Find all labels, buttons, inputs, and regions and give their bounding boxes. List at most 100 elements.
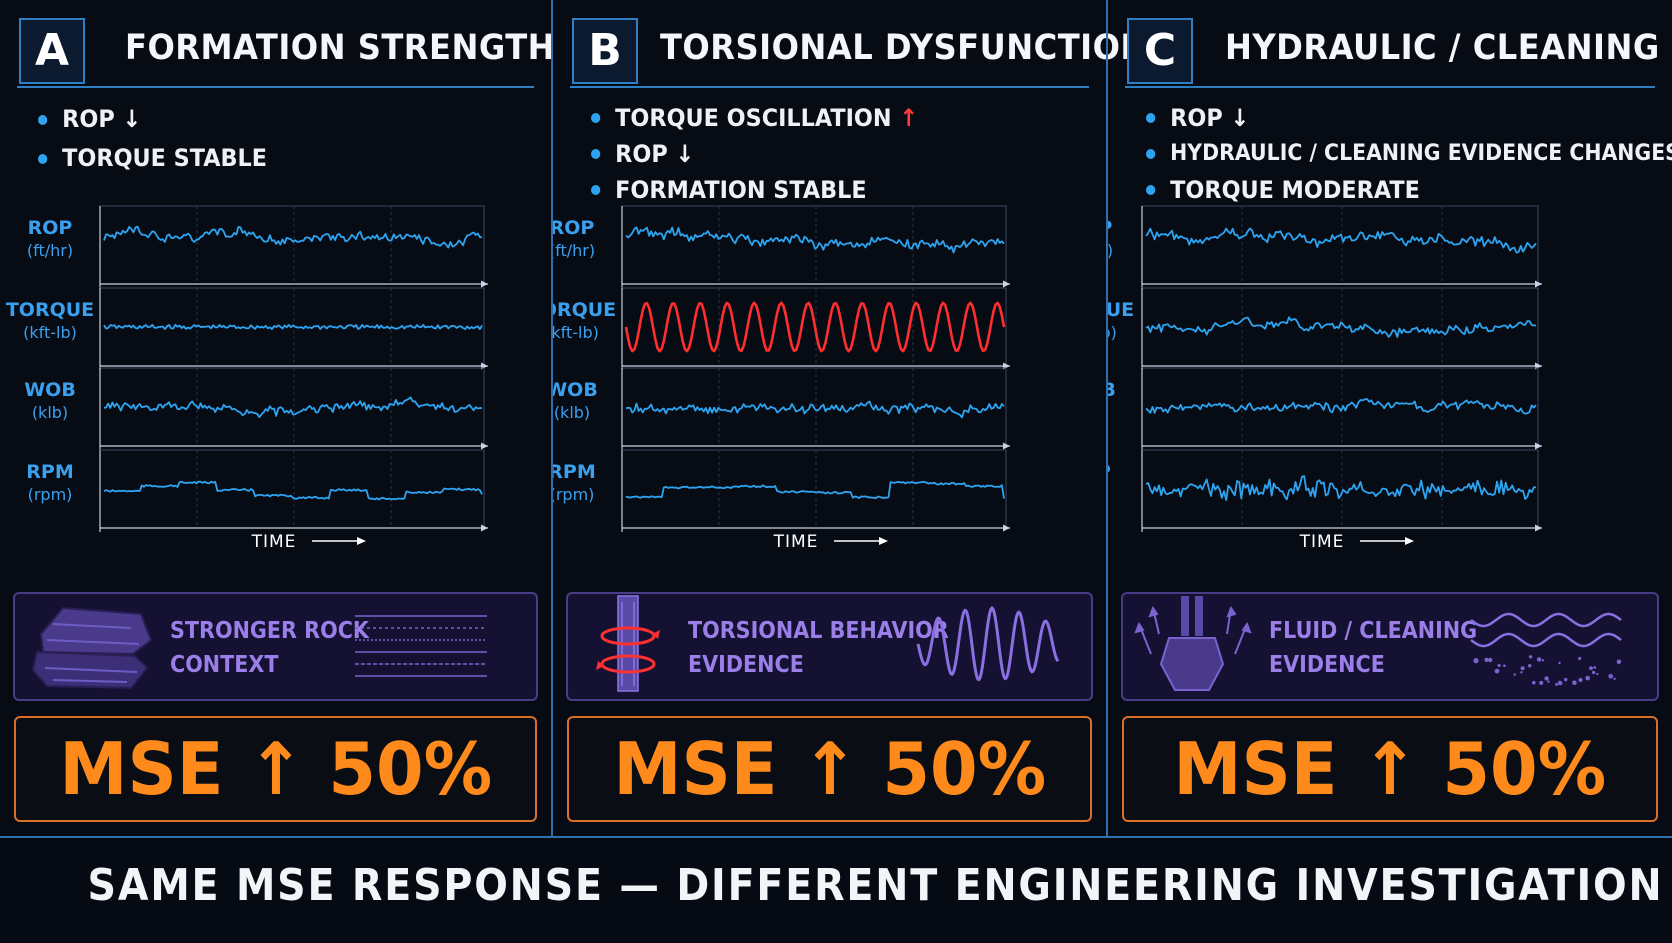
particle-dot bbox=[1558, 662, 1560, 664]
particle-dot bbox=[1572, 680, 1577, 685]
panel-a: A FORMATION STRENGTH ROP ↓ TORQUE STABLE… bbox=[0, 0, 551, 836]
mse-value: MSE ↑ 50% bbox=[1174, 718, 1607, 820]
particle-dot bbox=[1514, 673, 1516, 675]
x-axis-label: TIME bbox=[1299, 532, 1345, 552]
evidence-text: STRONGER ROCK CONTEXT bbox=[170, 614, 369, 682]
particle-dot bbox=[1547, 681, 1549, 683]
bit-flow-icon bbox=[1131, 594, 1261, 695]
series-row-rop: ROP (ft/hr) bbox=[1108, 206, 1542, 288]
panel-c: C HYDRAULIC / CLEANING ROP ↓ HYDRAULIC /… bbox=[1106, 0, 1672, 836]
series-label: ROP bbox=[28, 217, 73, 239]
particle-dot bbox=[1596, 673, 1598, 675]
series-label: RPM bbox=[553, 461, 596, 483]
series-row-torque: TORQUE(kft-lb) bbox=[6, 288, 488, 370]
series-label: WOB bbox=[24, 379, 76, 401]
series-unit: (ft/hr) bbox=[553, 241, 595, 260]
particle-dot bbox=[1473, 658, 1478, 663]
signal-trace bbox=[104, 227, 482, 248]
particle-dot bbox=[1521, 666, 1525, 670]
particle-dot bbox=[1484, 658, 1488, 662]
time-arrow-head-icon bbox=[879, 537, 888, 545]
series-label: SPP bbox=[1108, 461, 1111, 483]
series-row-torque: TORQUE (kft-lb) bbox=[553, 288, 1010, 370]
particle-dot bbox=[1608, 674, 1613, 679]
fluid-waves-art bbox=[1463, 594, 1633, 695]
series-unit: (kft-lb) bbox=[23, 323, 77, 342]
particle-dot bbox=[1578, 657, 1581, 660]
series-label: TORQUE bbox=[1108, 299, 1134, 321]
series-row-wob: WOB(klb) bbox=[1108, 368, 1542, 450]
mse-result-box: MSE ↑ 50% bbox=[14, 716, 537, 822]
particle-dot bbox=[1542, 659, 1544, 661]
particle-dot bbox=[1593, 671, 1596, 674]
series-unit: (rpm) bbox=[28, 485, 73, 504]
particle-dot bbox=[1503, 664, 1506, 667]
particle-dot bbox=[1613, 678, 1615, 680]
particle-dot bbox=[1498, 664, 1501, 667]
series-unit: (kft-lb) bbox=[1108, 323, 1117, 342]
mse-value: MSE ↑ 50% bbox=[59, 718, 492, 820]
series-unit: (klb) bbox=[554, 403, 590, 422]
series-row-rpm: RPM (rpm) bbox=[553, 450, 1010, 532]
signal-trace bbox=[1146, 476, 1536, 500]
drill-rotation-icon bbox=[576, 594, 686, 695]
signal-chart: ROP (ft/hr) TORQUE (kft-lb) WOB(klb)SPP(psi)… bbox=[1108, 0, 1672, 580]
series-row-torque: TORQUE (kft-lb) bbox=[1108, 288, 1542, 370]
series-unit: (ft/hr) bbox=[1108, 241, 1113, 260]
plot-frame bbox=[1142, 206, 1538, 284]
series-label: ROP bbox=[553, 217, 594, 239]
particle-dot bbox=[1528, 664, 1531, 667]
series-label: WOB bbox=[553, 379, 598, 401]
signal-trace bbox=[1146, 317, 1536, 337]
series-label: ROP bbox=[1108, 217, 1112, 239]
mse-value: MSE ↑ 50% bbox=[613, 718, 1046, 820]
series-unit: (kft-lb) bbox=[553, 323, 599, 342]
strata-lines-art bbox=[355, 594, 495, 695]
particle-dot bbox=[1564, 678, 1567, 681]
plot-frame bbox=[100, 206, 484, 284]
particle-dot bbox=[1488, 658, 1492, 662]
x-axis-label: TIME bbox=[251, 532, 297, 552]
signal-trace bbox=[626, 227, 1004, 252]
particle-dot bbox=[1593, 666, 1596, 669]
particle-dot bbox=[1537, 657, 1541, 661]
evidence-text: TORSIONAL BEHAVIOR EVIDENCE bbox=[688, 614, 949, 682]
particle-dot bbox=[1529, 655, 1532, 658]
particle-dot bbox=[1585, 676, 1590, 681]
signal-chart: ROP (ft/hr) TORQUE (kft-lb) WOB (klb) RPM (rpm)… bbox=[553, 0, 1108, 580]
evidence-box: FLUID / CLEANING EVIDENCE bbox=[1121, 592, 1659, 701]
panel-b: B TORSIONAL DYSFUNCTION TORQUE OSCILLATI… bbox=[551, 0, 1106, 836]
signal-trace bbox=[1146, 228, 1536, 252]
series-label: TORQUE bbox=[553, 299, 616, 321]
time-arrow-head-icon bbox=[1405, 537, 1414, 545]
series-row-rop: ROP (ft/hr) bbox=[553, 206, 1010, 288]
rock-icon bbox=[23, 594, 153, 695]
signal-trace bbox=[626, 402, 1004, 418]
oscillation-wave-art bbox=[913, 594, 1073, 695]
x-axis-label: TIME bbox=[773, 532, 819, 552]
particle-dot bbox=[1589, 666, 1593, 670]
particle-dot bbox=[1520, 671, 1522, 673]
footer-banner: SAME MSE RESPONSE — DIFFERENT ENGINEERIN… bbox=[0, 836, 1672, 943]
series-unit: (klb) bbox=[32, 403, 68, 422]
series-label: RPM bbox=[26, 461, 73, 483]
plot-frame bbox=[100, 450, 484, 528]
particle-dot bbox=[1555, 683, 1558, 686]
mse-result-box: MSE ↑ 50% bbox=[567, 716, 1092, 822]
signal-trace bbox=[104, 482, 482, 500]
series-row-spp: SPP(psi) bbox=[1108, 450, 1542, 532]
particle-dot bbox=[1495, 669, 1500, 674]
particle-dot bbox=[1532, 681, 1536, 685]
series-row-rop: ROP (ft/hr) bbox=[27, 206, 488, 288]
series-row-wob: WOB (klb) bbox=[24, 368, 488, 450]
time-arrow-head-icon bbox=[357, 537, 366, 545]
particle-dot bbox=[1578, 678, 1582, 682]
particle-dot bbox=[1539, 681, 1543, 685]
signal-trace bbox=[626, 303, 1004, 351]
series-unit: (ft/hr) bbox=[27, 241, 73, 260]
series-unit: (rpm) bbox=[553, 485, 594, 504]
evidence-text: FLUID / CLEANING EVIDENCE bbox=[1269, 614, 1477, 682]
particle-dot bbox=[1558, 681, 1561, 684]
series-row-wob: WOB (klb) bbox=[553, 368, 1010, 450]
particle-dot bbox=[1544, 676, 1548, 680]
